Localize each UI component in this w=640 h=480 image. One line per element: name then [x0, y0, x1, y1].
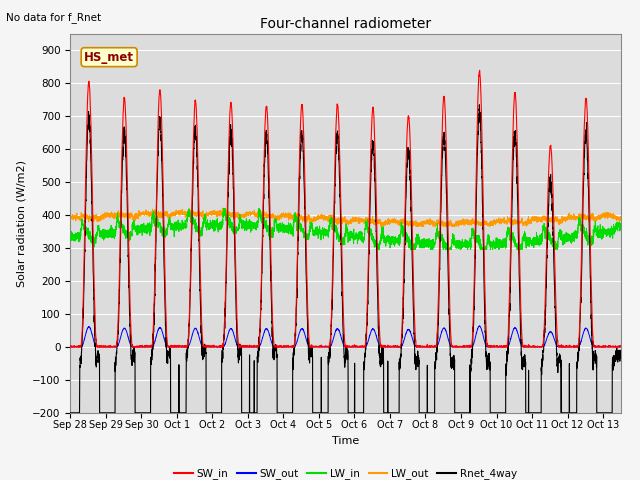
Title: Four-channel radiometer: Four-channel radiometer	[260, 17, 431, 31]
X-axis label: Time: Time	[332, 436, 359, 446]
Legend: SW_in, SW_out, LW_in, LW_out, Rnet_4way: SW_in, SW_out, LW_in, LW_out, Rnet_4way	[170, 464, 522, 480]
Y-axis label: Solar radiation (W/m2): Solar radiation (W/m2)	[17, 160, 27, 287]
Text: HS_met: HS_met	[84, 51, 134, 64]
Text: No data for f_Rnet: No data for f_Rnet	[6, 12, 102, 23]
